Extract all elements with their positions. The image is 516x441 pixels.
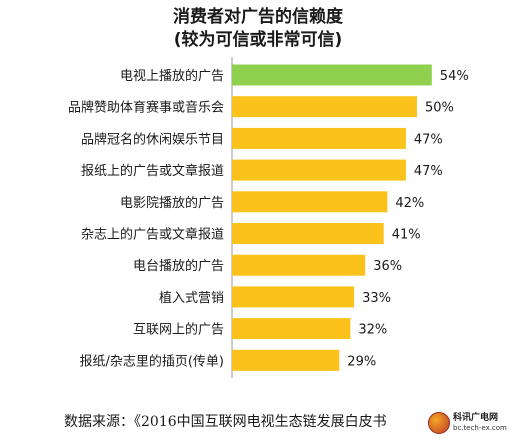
bar-1 — [232, 96, 417, 118]
bar-9 — [232, 349, 340, 371]
category-label-0: 电视上播放的广告 — [120, 68, 224, 84]
bar-4 — [232, 191, 388, 213]
value-label-7: 33% — [362, 291, 391, 306]
value-label-5: 41% — [392, 228, 421, 243]
category-label-7: 植入式营销 — [159, 291, 224, 306]
category-label-5: 杂志上的广告或文章报道 — [81, 227, 224, 243]
category-label-3: 报纸上的广告或文章报道 — [81, 163, 224, 179]
value-label-9: 29% — [347, 354, 376, 369]
watermark-url: bc.tech-ex.com — [453, 424, 507, 432]
value-label-1: 50% — [425, 101, 454, 116]
value-label-0: 54% — [440, 69, 469, 84]
category-label-8: 互联网上的广告 — [133, 322, 224, 338]
category-label-1: 品牌赞助体育赛事或音乐会 — [68, 100, 224, 116]
value-label-4: 42% — [395, 196, 424, 211]
watermark-logo: 科讯广电网 bc.tech-ex.com — [428, 410, 508, 436]
bars-group: 电视上播放的广告 54% 品牌赞助体育赛事或音乐会 50% 品牌冠名的休闲娱乐节目 47%… — [68, 64, 469, 371]
chart-subtitle: (较为可信或非常可信) — [173, 30, 343, 50]
chart-title-block: 消费者对广告的信赖度 (较为可信或非常可信) — [0, 6, 516, 52]
bar-8 — [232, 318, 351, 340]
value-label-8: 32% — [358, 323, 387, 338]
category-label-4: 电影院播放的广告 — [120, 195, 224, 211]
bar-0 — [232, 64, 432, 86]
value-label-6: 36% — [373, 259, 402, 274]
globe-icon — [428, 412, 450, 434]
chart-title: 消费者对广告的信赖度 — [173, 7, 343, 27]
bar-2 — [232, 127, 406, 149]
category-label-2: 品牌冠名的休闲娱乐节目 — [81, 131, 224, 147]
category-label-6: 电台播放的广告 — [133, 258, 224, 274]
category-label-9: 报纸/杂志里的插页(传单) — [79, 353, 224, 369]
watermark-name: 科讯广电网 — [453, 413, 499, 423]
bar-6 — [232, 254, 366, 276]
bar-3 — [232, 159, 406, 181]
bar-5 — [232, 223, 384, 244]
bar-7 — [232, 286, 355, 308]
value-label-3: 47% — [414, 164, 443, 179]
bar-chart: 电视上播放的广告 54% 品牌赞助体育赛事或音乐会 50% 品牌冠名的休闲娱乐节目 47%… — [68, 57, 469, 379]
value-label-2: 47% — [414, 132, 443, 147]
source-note: 数据来源：《2016中国互联网电视生态链发展白皮书 — [64, 414, 387, 430]
